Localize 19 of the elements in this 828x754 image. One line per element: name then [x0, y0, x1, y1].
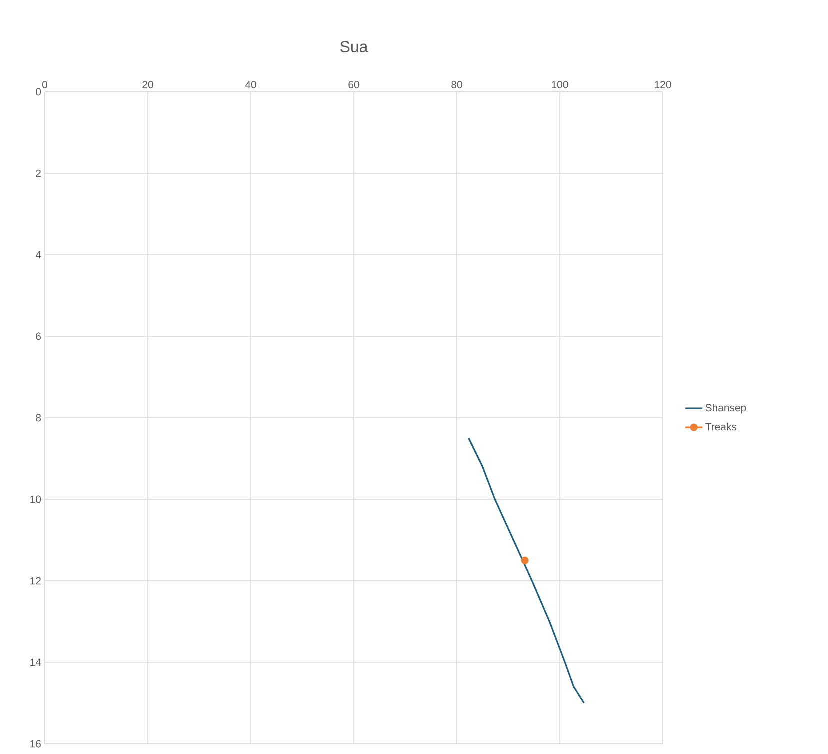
legend-label: Treaks — [706, 422, 737, 431]
y-tick-label: 12 — [30, 577, 41, 585]
x-tick-label: 60 — [348, 81, 360, 88]
y-tick-label: 6 — [36, 332, 42, 340]
chart-title: Sua — [340, 41, 368, 53]
y-tick-label: 10 — [30, 496, 42, 504]
legend-label: Shansep — [706, 404, 746, 414]
y-tick-label: 0 — [36, 88, 42, 96]
y-tick-label: 14 — [30, 658, 42, 666]
y-tick-label: 8 — [36, 414, 42, 422]
x-tick-label: 40 — [245, 81, 256, 88]
y-tick-label: 4 — [36, 251, 42, 259]
x-tick-label: 0 — [42, 81, 48, 88]
x-tick-label: 100 — [552, 81, 568, 88]
y-tick-label: 16 — [30, 740, 42, 748]
x-tick-label: 80 — [452, 81, 462, 88]
x-tick-label: 120 — [655, 81, 672, 88]
y-tick-label: 2 — [36, 170, 41, 178]
x-tick-label: 20 — [142, 81, 154, 88]
